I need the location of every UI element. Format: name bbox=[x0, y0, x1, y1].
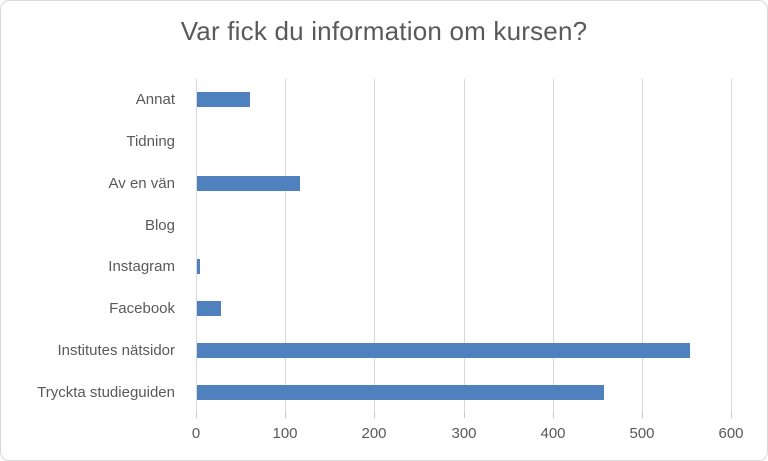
x-tick-label: 500 bbox=[629, 425, 655, 442]
axis-tick-mark bbox=[374, 413, 375, 418]
gridline bbox=[553, 79, 554, 413]
category-label: Tidning bbox=[126, 133, 175, 151]
category-label: Instagram bbox=[108, 258, 175, 276]
gridline bbox=[196, 79, 197, 413]
gridline bbox=[374, 79, 375, 413]
axis-tick-mark bbox=[642, 413, 643, 418]
bar bbox=[197, 343, 691, 358]
x-tick-label: 200 bbox=[361, 425, 387, 442]
bar bbox=[197, 259, 200, 274]
category-label: Facebook bbox=[109, 300, 175, 318]
gridline bbox=[731, 79, 732, 413]
bar bbox=[197, 92, 250, 107]
axis-tick-mark bbox=[196, 413, 197, 418]
x-tick-label: 0 bbox=[191, 425, 201, 442]
category-label: Av en vän bbox=[108, 174, 175, 192]
plot-area bbox=[196, 79, 732, 418]
bar bbox=[197, 176, 301, 191]
gridline bbox=[642, 79, 643, 413]
gridline bbox=[285, 79, 286, 413]
axis-tick-mark bbox=[464, 413, 465, 418]
category-label: Annat bbox=[135, 91, 175, 109]
x-tick-label: 400 bbox=[540, 425, 566, 442]
bar bbox=[197, 385, 604, 400]
x-tick-label: 300 bbox=[451, 425, 477, 442]
chart-title: Var fick du information om kursen? bbox=[180, 16, 588, 46]
category-label: Blog bbox=[144, 216, 175, 234]
gridline bbox=[464, 79, 465, 413]
category-label: Institutes nätsidor bbox=[57, 341, 175, 359]
category-label: Tryckta studieguiden bbox=[37, 383, 175, 401]
x-tick-label: 100 bbox=[272, 425, 298, 442]
axis-tick-mark bbox=[731, 413, 732, 418]
axis-tick-mark bbox=[553, 413, 554, 418]
x-tick-label: 600 bbox=[718, 425, 744, 442]
axis-tick-mark bbox=[285, 413, 286, 418]
bar bbox=[197, 301, 222, 316]
